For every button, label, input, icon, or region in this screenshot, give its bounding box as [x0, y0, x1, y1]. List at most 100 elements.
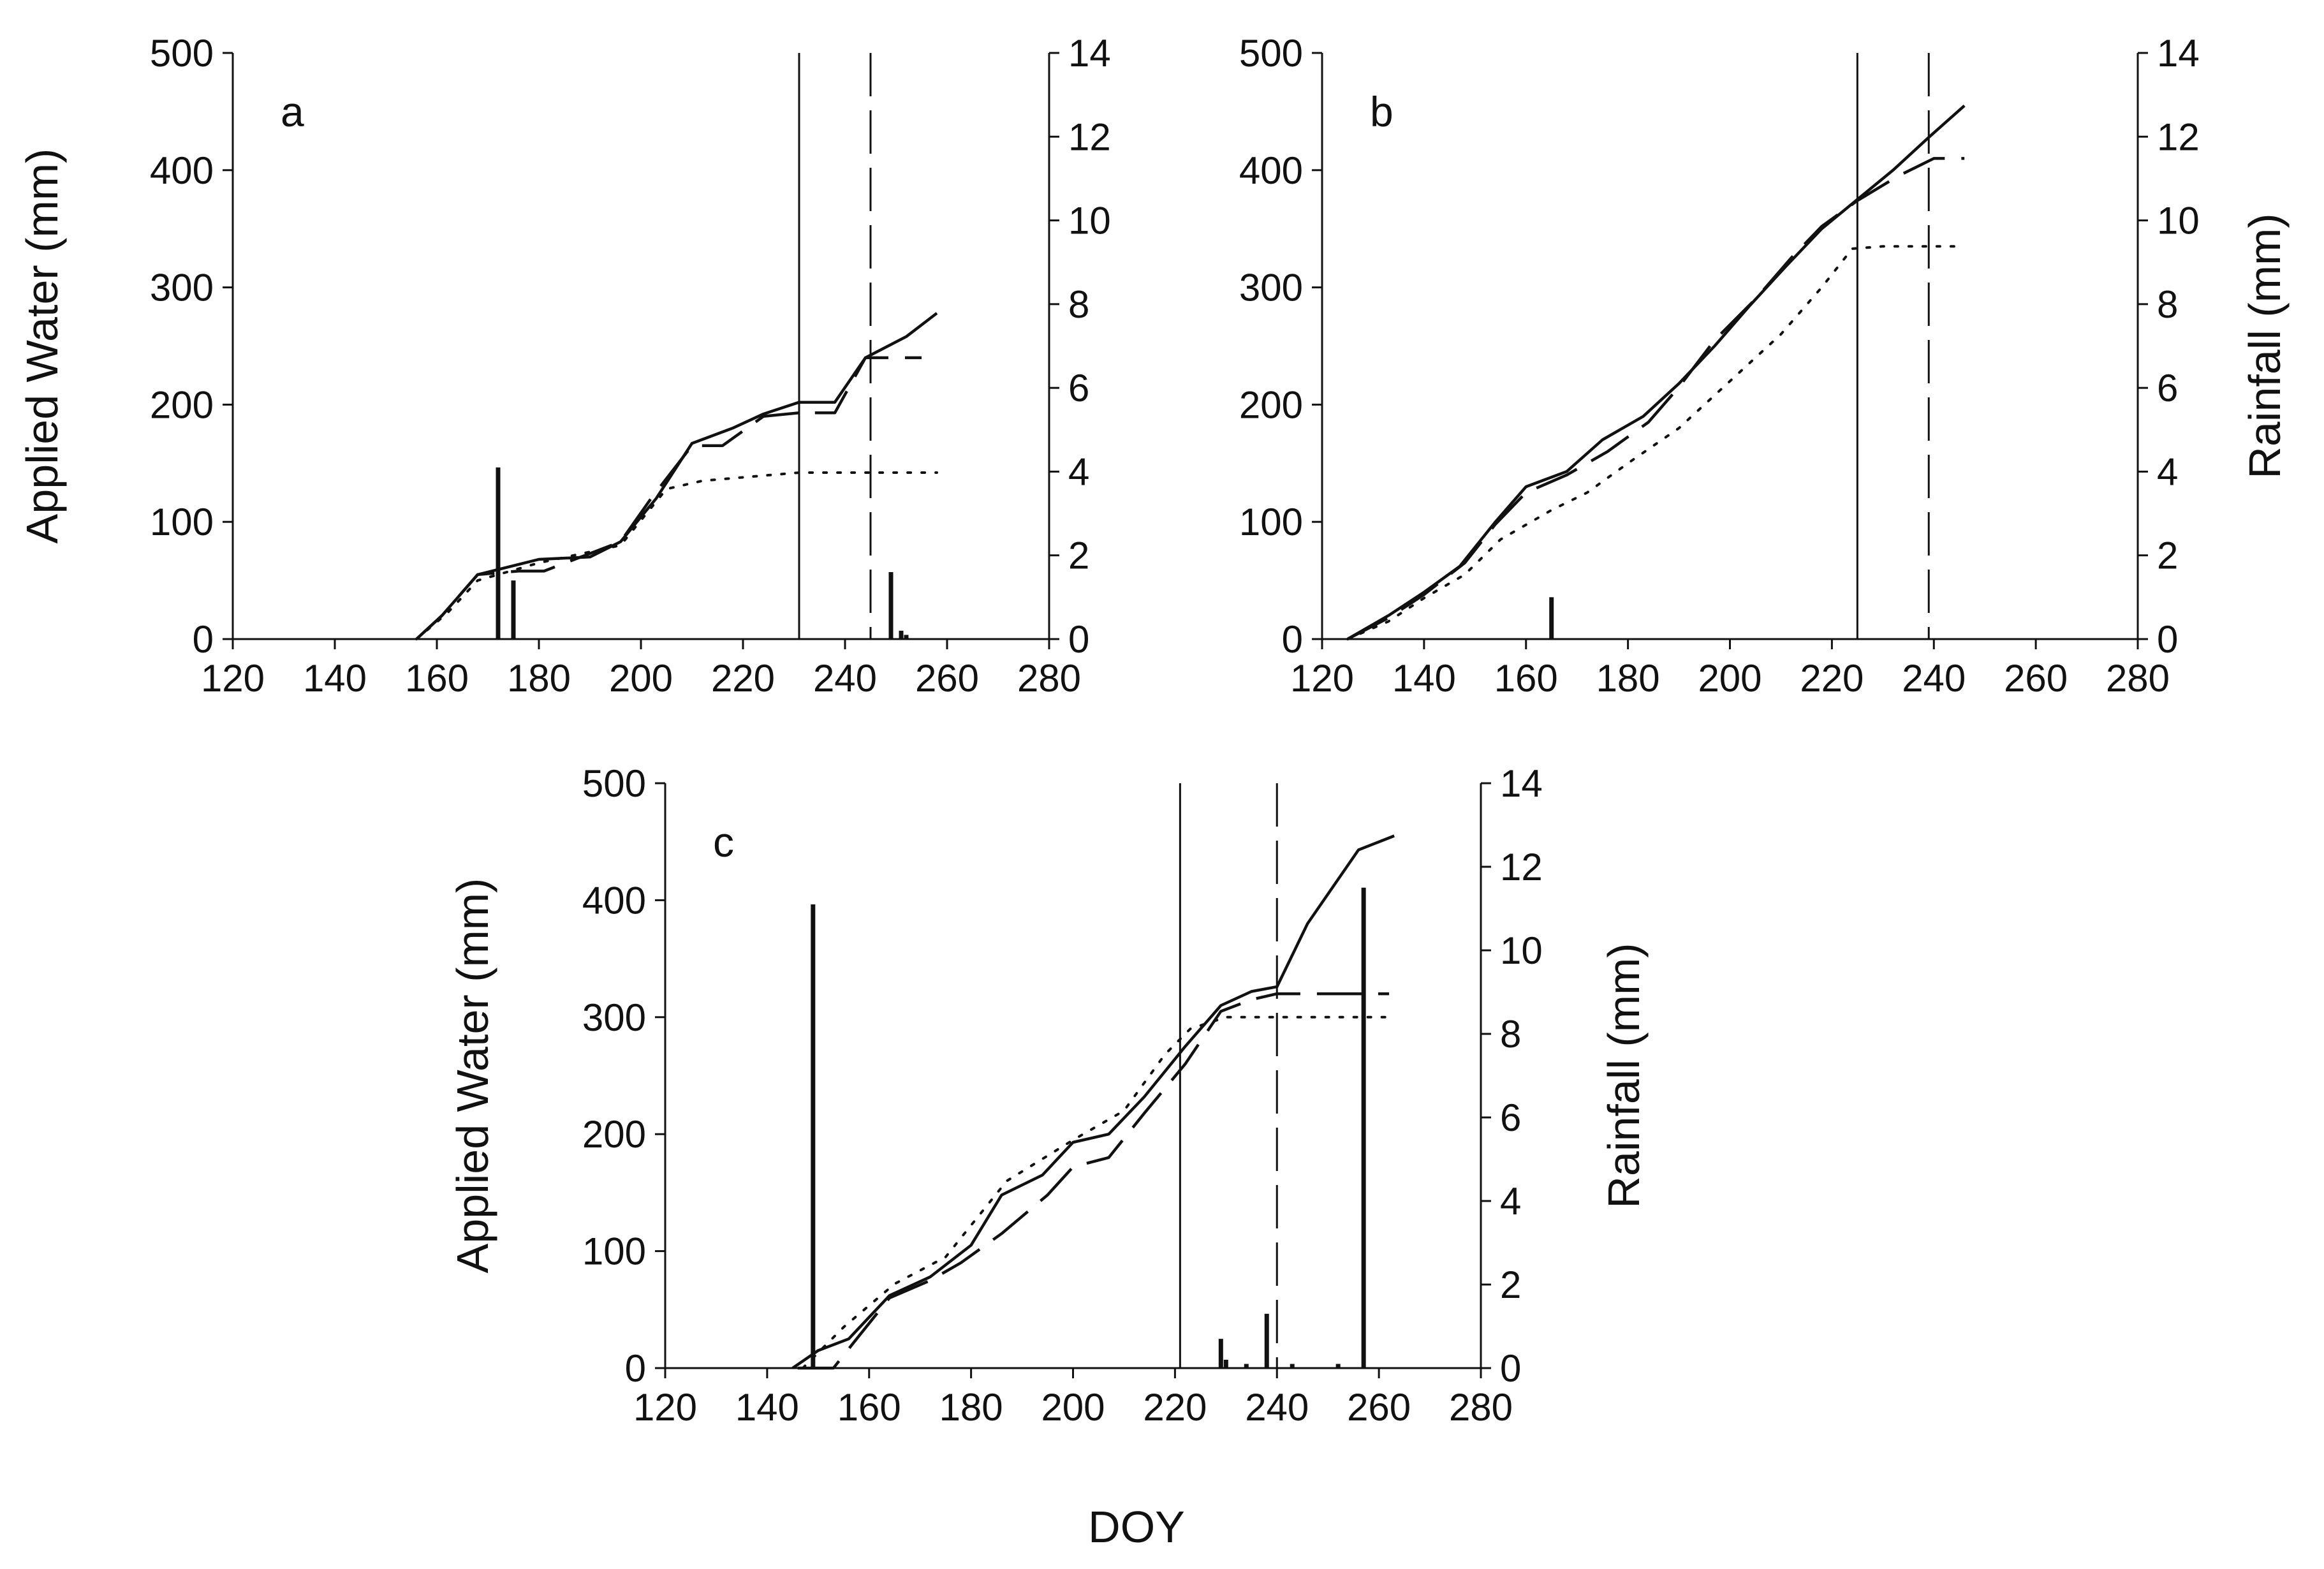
panel-c-rainfall-bar: [811, 904, 816, 1368]
panel-c-left-y-tick-label: 0: [625, 1347, 646, 1390]
panel-a-right-y-tick-label: 6: [1068, 367, 1089, 409]
panel-b-x-tick-label: 120: [1290, 657, 1354, 700]
panel-b-y-axis-title-right: Rainfall (mm): [2240, 213, 2290, 478]
panel-c-right-y-tick-label: 2: [1500, 1263, 1521, 1306]
panel-b-x-tick-label: 240: [1902, 657, 1966, 700]
panel-a-left-y-tick-label: 100: [150, 501, 214, 543]
panel-b-left-y-tick-label: 0: [1282, 618, 1303, 661]
panel-c-x-tick-label: 280: [1449, 1386, 1513, 1429]
panel-a-right-y-tick-label: 12: [1068, 115, 1111, 158]
panel-b-left-y-tick-label: 200: [1239, 383, 1303, 426]
panel-c-rainfall-bar: [1290, 1364, 1295, 1368]
panel-c-series-dotted: [801, 1015, 1391, 1369]
panel-c-right-y-tick-label: 14: [1500, 762, 1543, 805]
panel-b-x-tick-label: 220: [1800, 657, 1864, 700]
panel-a-right-y-tick-label: 2: [1068, 534, 1089, 577]
panel-c-x-tick-label: 220: [1143, 1386, 1207, 1429]
panel-a-rainfall-bar: [904, 635, 909, 639]
panel-b-left-y-tick-label: 100: [1239, 501, 1303, 543]
panel-a-right-y-tick-label: 14: [1068, 32, 1111, 75]
panel-a-right-y-tick-label: 4: [1068, 450, 1089, 493]
panel-c-series-dashed: [797, 992, 1390, 1370]
panel-a-left-y-tick-label: 400: [150, 149, 214, 192]
panel-c-left-y-tick-label: 100: [582, 1230, 646, 1273]
panel-b-plot: 120 140 160 180 200 220 240 260 2800100200300400…: [1239, 32, 2290, 700]
panel-b-left-y-tick-label: 400: [1239, 149, 1303, 192]
panel-c-right-y-tick-label: 4: [1500, 1180, 1521, 1223]
panel-c-right-y-tick-label: 8: [1500, 1013, 1521, 1056]
x-axis-title: DOY: [1088, 1502, 1185, 1552]
panel-c-x-tick-label: 140: [735, 1386, 799, 1429]
panel-a-x-tick-label: 240: [813, 657, 877, 700]
panel-c-x-tick-label: 120: [633, 1386, 697, 1429]
panel-c-rainfall-bar: [1335, 1364, 1341, 1368]
panel-c-series-solid: [791, 834, 1395, 1369]
panel-c-y-axis-title-left: Applied Water (mm): [448, 878, 497, 1274]
panel-c-x-tick-label: 260: [1347, 1386, 1411, 1429]
panel-b-right-y-tick-label: 14: [2157, 32, 2200, 75]
panel-a-series-solid: [415, 312, 938, 640]
panel-c-right-y-tick-label: 10: [1500, 929, 1543, 972]
panel-a-x-tick-label: 160: [405, 657, 469, 700]
panel-b-right-y-tick-label: 12: [2157, 115, 2200, 158]
panel-c-right-y-tick-label: 12: [1500, 846, 1543, 888]
panel-a-y-axis-title-left: Applied Water (mm): [17, 149, 67, 544]
panel-b-x-tick-label: 280: [2106, 657, 2170, 700]
panel-b-right-y-tick-label: 8: [2157, 283, 2178, 326]
panel-c-left-y-tick-label: 500: [582, 762, 646, 805]
panel-c-left-y-tick-label: 200: [582, 1113, 646, 1156]
panel-b-right-y-tick-label: 4: [2157, 450, 2178, 493]
panel-a-rainfall-bar: [496, 467, 501, 639]
panel-a-rainfall-bar: [899, 630, 904, 639]
panel-c-plot: 120 140 160 180 200 220 240 260 2800100200300400…: [448, 762, 1649, 1429]
panel-b-right-y-tick-label: 0: [2157, 618, 2178, 661]
panel-a-right-y-tick-label: 10: [1068, 200, 1111, 242]
panel-a-rainfall-bar: [888, 571, 894, 639]
panel-a-x-tick-label: 140: [303, 657, 367, 700]
panel-c-right-y-tick-label: 6: [1500, 1096, 1521, 1139]
panel-b-label: b: [1370, 88, 1394, 135]
panel-b-x-tick-label: 260: [2004, 657, 2068, 700]
panel-a-x-tick-label: 120: [201, 657, 265, 700]
panel-a-right-y-tick-label: 8: [1068, 283, 1089, 326]
panel-c-rainfall-bar: [1264, 1313, 1269, 1368]
panel-c-x-tick-label: 160: [837, 1386, 901, 1429]
panel-a-series-dashed: [415, 356, 922, 640]
panel-b-x-tick-label: 200: [1698, 657, 1761, 700]
panel-c-x-tick-label: 180: [939, 1386, 1003, 1429]
panel-b-series-dashed: [1346, 157, 1965, 640]
panel-c-left-y-tick-label: 300: [582, 996, 646, 1039]
panel-b-right-y-tick-label: 6: [2157, 367, 2178, 409]
panel-c-rainfall-bar: [1244, 1364, 1249, 1368]
panel-a-left-y-tick-label: 200: [150, 383, 214, 426]
panel-b-right-y-tick-label: 2: [2157, 534, 2178, 577]
panel-a-x-tick-label: 220: [711, 657, 775, 700]
panel-c-rainfall-bar: [1361, 887, 1366, 1368]
panel-b-left-y-tick-label: 500: [1239, 32, 1303, 75]
panel-b-right-y-tick-label: 10: [2157, 200, 2200, 242]
panel-a-x-tick-label: 200: [609, 657, 673, 700]
panel-b-x-tick-label: 180: [1596, 657, 1660, 700]
panel-c-rainfall-bar: [1218, 1339, 1223, 1368]
panel-c-x-tick-label: 240: [1245, 1386, 1309, 1429]
panel-c-x-tick-label: 200: [1041, 1386, 1105, 1429]
panel-c-rainfall-bar: [1223, 1359, 1228, 1368]
panel-a-x-tick-label: 260: [915, 657, 979, 700]
panel-a-plot: 120 140 160 180 200 220 240 260 2800100200300400…: [17, 32, 1111, 700]
panel-c-right-y-tick-label: 0: [1500, 1347, 1521, 1390]
panel-a-series-dotted: [415, 471, 938, 640]
panel-a-label: a: [281, 88, 304, 135]
panel-b-rainfall-bar: [1549, 597, 1554, 639]
panel-b-x-tick-label: 160: [1494, 657, 1558, 700]
panel-a-rainfall-bar: [511, 580, 516, 639]
panel-b-left-y-tick-label: 300: [1239, 267, 1303, 309]
panel-b-x-tick-label: 140: [1392, 657, 1456, 700]
panel-a-left-y-tick-label: 0: [193, 618, 214, 661]
panel-a-x-tick-label: 280: [1017, 657, 1081, 700]
panel-a-left-y-tick-label: 500: [150, 32, 214, 75]
panel-c-label: c: [713, 818, 734, 866]
panel-a-right-y-tick-label: 0: [1068, 618, 1089, 661]
panel-c-left-y-tick-label: 400: [582, 879, 646, 922]
